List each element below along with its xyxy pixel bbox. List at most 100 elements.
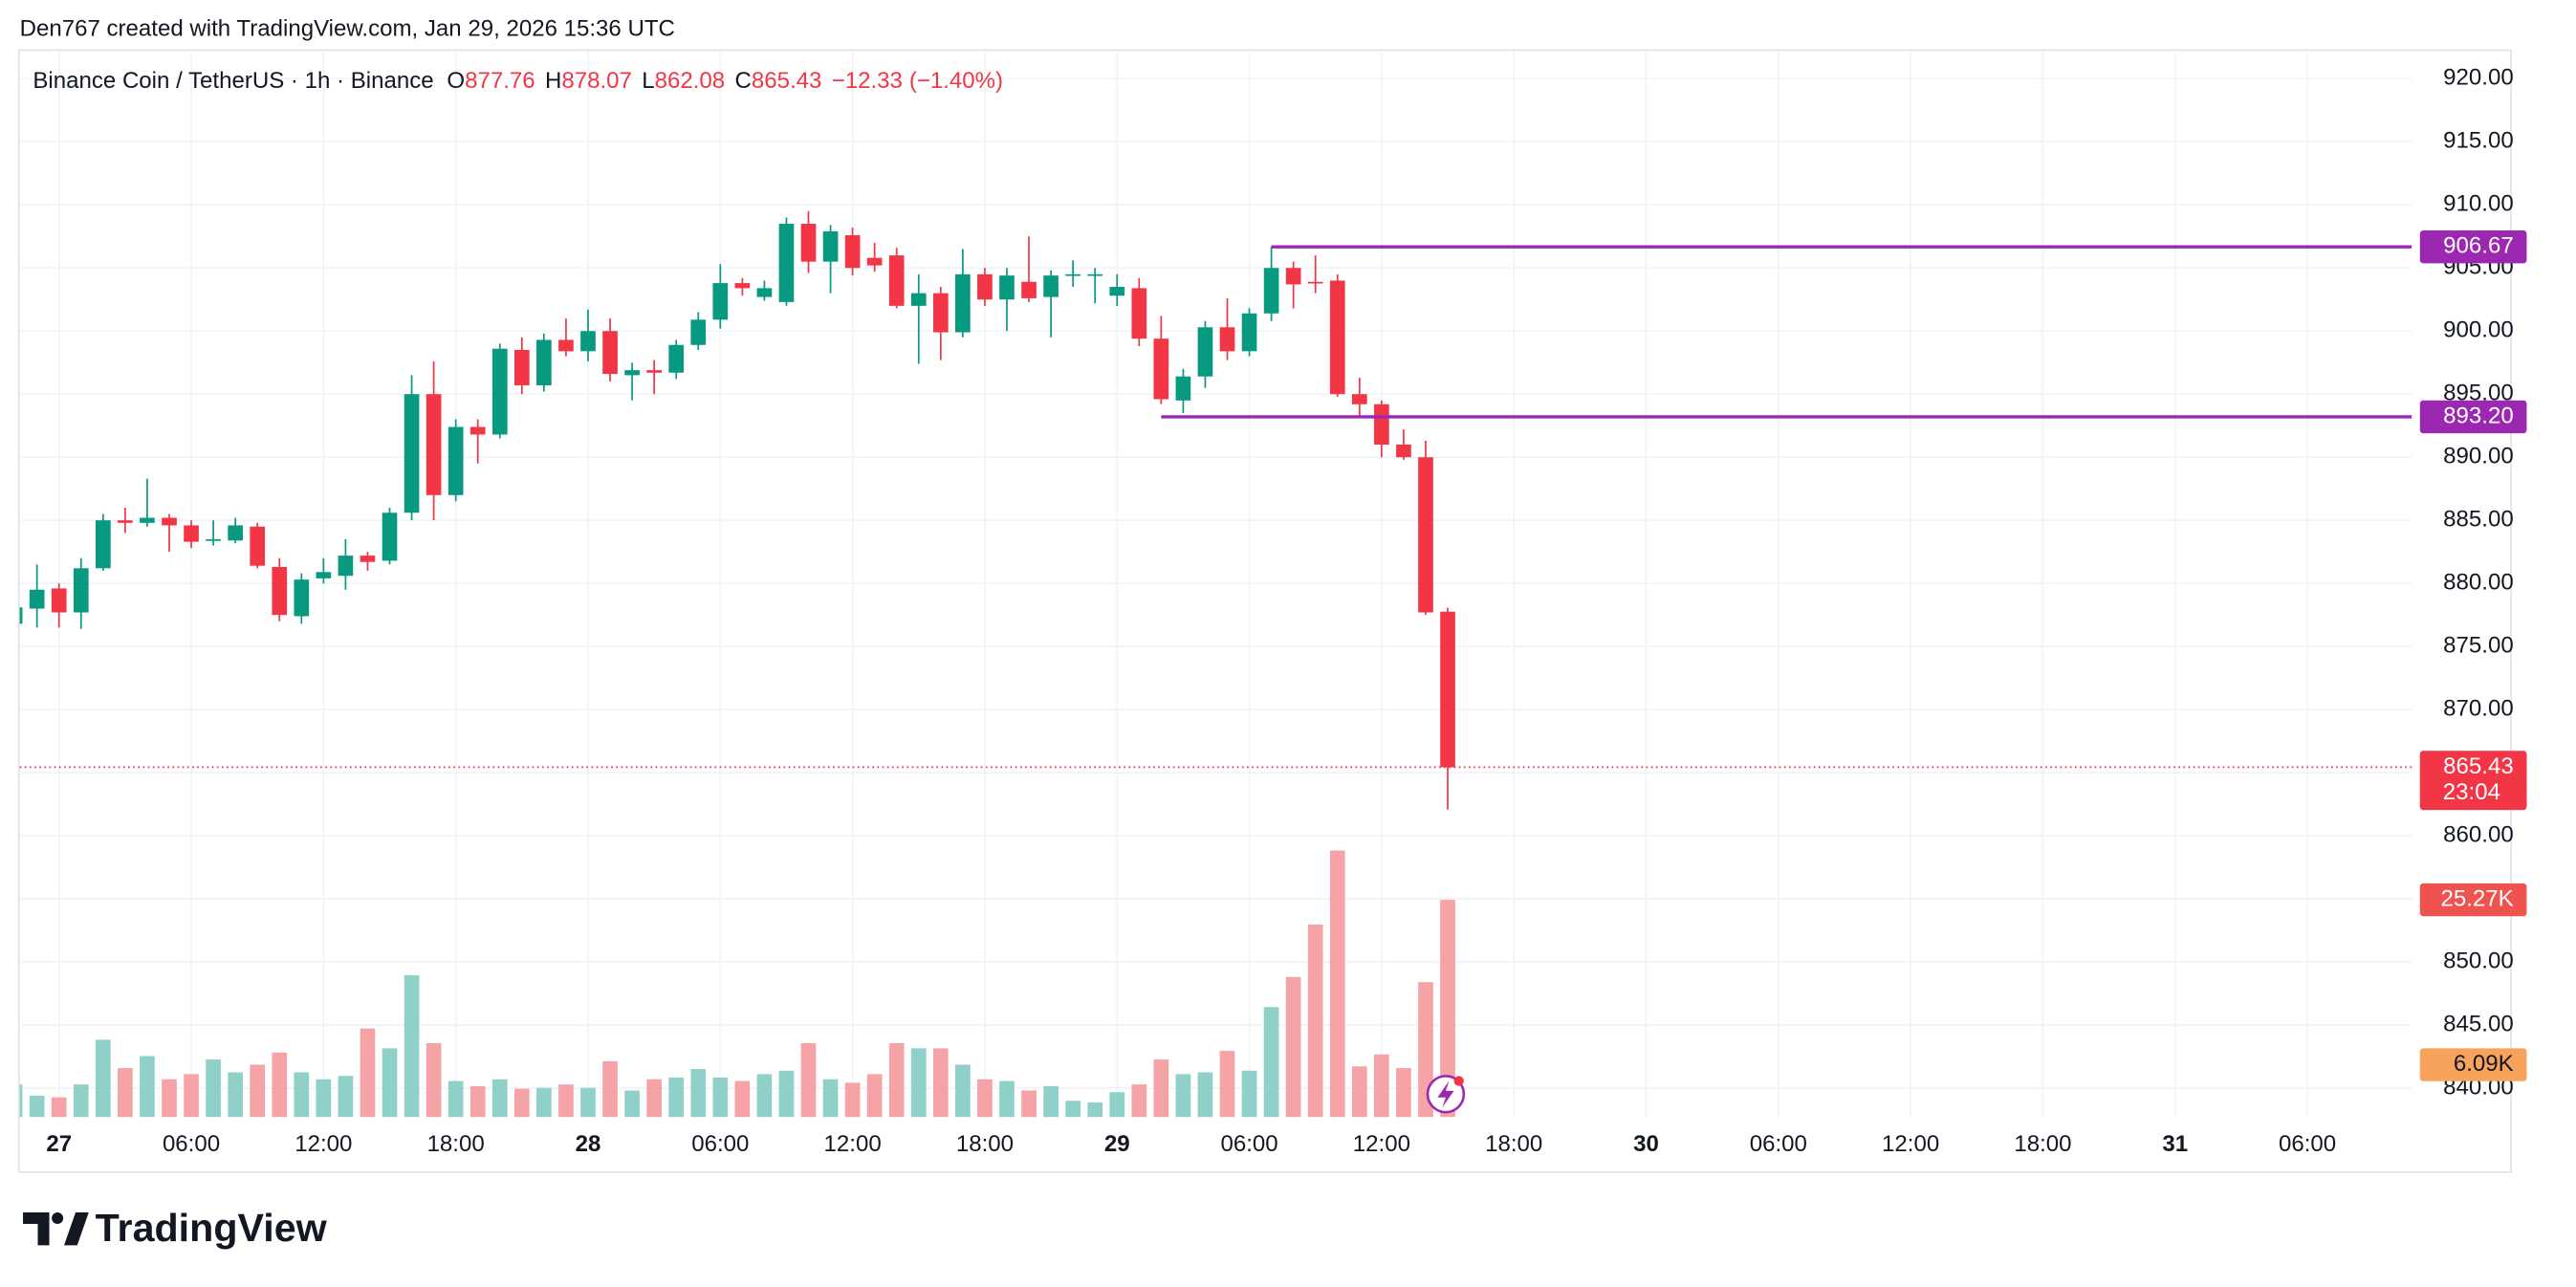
volume-bar [448, 1080, 464, 1118]
candle-body [162, 517, 177, 526]
volume-bar [426, 1042, 442, 1118]
candle-body [734, 283, 751, 289]
candle-body [118, 520, 133, 523]
x-tick-label: 29 [1104, 1131, 1130, 1157]
volume-bar [1197, 1072, 1213, 1118]
x-tick-label: 12:00 [295, 1131, 352, 1157]
candle-body [140, 517, 155, 523]
logo-text: TradingView [96, 1206, 328, 1250]
candle-body [404, 394, 420, 513]
x-tick-label: 28 [576, 1131, 601, 1157]
x-tick-label: 30 [1633, 1131, 1659, 1157]
candle-body [19, 607, 23, 624]
candle-body [1109, 287, 1125, 296]
volume-bar [1374, 1054, 1389, 1118]
x-tick-label: 27 [46, 1131, 72, 1157]
price-label: 893.20 [2443, 403, 2514, 428]
candle-body [624, 370, 640, 376]
volume-bar [338, 1076, 354, 1118]
volume-ma-label: 6.09K [2454, 1051, 2514, 1077]
volume-bar [316, 1079, 332, 1118]
candle-body [910, 293, 927, 306]
candle-body [29, 589, 45, 609]
legend-change-pct: (−1.40%) [909, 68, 1003, 94]
x-tick-label: 12:00 [1882, 1131, 1939, 1157]
volume-bar [1065, 1101, 1081, 1118]
candle-body [1175, 376, 1191, 401]
volume-bar [184, 1074, 199, 1118]
volume-bar [1043, 1085, 1059, 1118]
volume-bar [382, 1048, 398, 1118]
candle-body [1153, 338, 1169, 400]
volume-bar [910, 1048, 927, 1118]
candle-body [73, 568, 89, 613]
volume-bar [73, 1084, 89, 1118]
candle-body [690, 319, 707, 345]
x-tick-label: 18:00 [1485, 1131, 1542, 1157]
candle-body [1021, 281, 1037, 298]
candle-body [1307, 281, 1323, 284]
chart-frame [17, 49, 2512, 1173]
candle-body [1131, 288, 1147, 339]
candle-body [338, 556, 354, 577]
price-label-box [2419, 230, 2527, 264]
volume-bar [1175, 1074, 1191, 1118]
y-tick-label: 870.00 [2443, 695, 2514, 721]
volume-bar [1241, 1070, 1257, 1118]
legend-prefix: O [447, 68, 465, 94]
volume-bar [206, 1059, 221, 1118]
volume-bar [734, 1080, 751, 1118]
candle-body [360, 556, 376, 562]
candle-body [1418, 457, 1433, 613]
candle-body [228, 525, 243, 541]
x-tick-label: 31 [2162, 1131, 2188, 1157]
volume-bar [602, 1060, 618, 1118]
volume-bar [1087, 1102, 1103, 1118]
y-tick-label: 860.00 [2443, 821, 2514, 847]
y-tick-label: 885.00 [2443, 507, 2514, 533]
volume-bar [712, 1077, 729, 1118]
volume-bar [646, 1079, 662, 1118]
volume-bar [294, 1072, 310, 1118]
x-tick-label: 18:00 [427, 1131, 485, 1157]
candle-body [1329, 280, 1345, 395]
candle-body [272, 566, 288, 616]
volume-bar [250, 1064, 266, 1118]
last-price-label: 865.43 [2443, 753, 2514, 779]
x-tick-label: 06:00 [691, 1131, 749, 1157]
volume-bar [1329, 850, 1345, 1118]
candle-body [756, 288, 773, 297]
candle-body [469, 426, 486, 435]
last-price-box [2419, 751, 2527, 811]
volume-bar [1307, 924, 1323, 1118]
volume-bar [800, 1042, 817, 1118]
candle-body [316, 572, 332, 578]
candle-body [932, 293, 949, 333]
y-tick-label: 875.00 [2443, 632, 2514, 658]
volume-ma-box [2419, 1048, 2527, 1081]
candle-body [668, 344, 685, 373]
legend-change: −12.33 [832, 68, 903, 94]
x-tick-label: 18:00 [956, 1131, 1014, 1157]
legend-symbol: Binance Coin / TetherUS · 1h · Binance [33, 68, 433, 94]
candle-body [250, 526, 266, 566]
volume-bar [977, 1079, 993, 1118]
candle-body [977, 273, 993, 300]
y-tick-label: 915.00 [2443, 128, 2514, 154]
volume-bar [1396, 1068, 1411, 1118]
candle-body [1285, 268, 1301, 285]
header: Den767 created with TradingView.com, Jan… [20, 15, 675, 41]
candle-body [866, 257, 883, 266]
y-tick-label: 910.00 [2443, 191, 2514, 217]
volume-bar [624, 1090, 640, 1118]
volume-bar [756, 1074, 773, 1118]
volume-bar [536, 1087, 552, 1118]
candle-body [602, 331, 618, 375]
volume-bar [1263, 1007, 1279, 1118]
x-tick-label: 12:00 [1353, 1131, 1410, 1157]
y-tick-label: 880.00 [2443, 570, 2514, 596]
replay-icon [1426, 1075, 1466, 1114]
logo: TradingView [23, 1206, 328, 1250]
